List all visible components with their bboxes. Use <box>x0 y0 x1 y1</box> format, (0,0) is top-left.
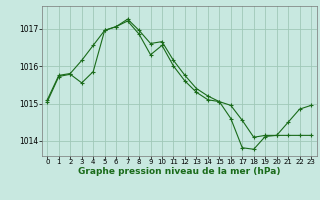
X-axis label: Graphe pression niveau de la mer (hPa): Graphe pression niveau de la mer (hPa) <box>78 167 280 176</box>
